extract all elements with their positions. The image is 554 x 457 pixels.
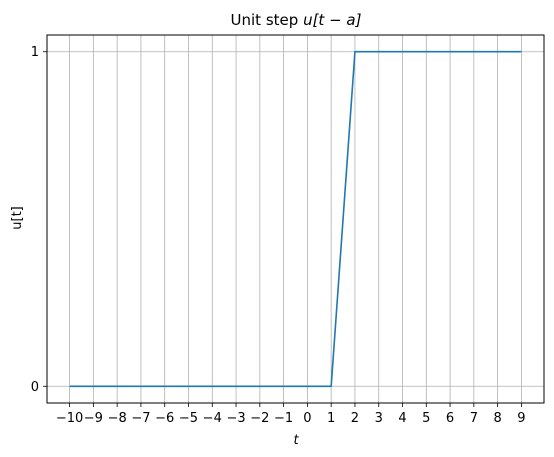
axis-ticks: −10 −9 −8 −7 −6 −5 −4 −3 −2 −1 0 1 2 3 4 5 6 7 8 901	[31, 45, 526, 426]
series-layer	[69, 50, 522, 388]
x-tick-label: −8	[108, 411, 127, 426]
x-tick-label: −1	[274, 411, 293, 426]
x-tick-label: 2	[351, 411, 359, 426]
plot-frame	[46, 34, 545, 404]
x-tick-label: 8	[493, 411, 501, 426]
x-tick-label: 7	[470, 411, 478, 426]
chart-title: Unit step u[t − a]	[231, 11, 362, 29]
x-tick-label: 1	[327, 411, 335, 426]
series-line	[69, 50, 522, 388]
x-tick-label: −10	[56, 411, 83, 426]
x-tick-label: −5	[179, 411, 198, 426]
x-tick-label: 3	[375, 411, 383, 426]
x-tick-label: −4	[203, 411, 222, 426]
x-tick-label: 6	[446, 411, 454, 426]
y-tick-label: 1	[31, 45, 39, 60]
y-tick-label: 0	[31, 380, 39, 395]
chart-title-math: u[t − a]	[303, 11, 362, 29]
x-axis-label: t	[293, 433, 299, 448]
x-tick-label: 5	[422, 411, 430, 426]
chart-title-text: Unit step	[231, 11, 304, 29]
x-tick-label: 0	[303, 411, 311, 426]
x-tick-label: 4	[398, 411, 406, 426]
x-tick-label: −7	[131, 411, 150, 426]
grid-lines	[47, 35, 544, 403]
y-axis-label: u[t]	[10, 206, 25, 229]
x-tick-label: 9	[517, 411, 525, 426]
x-tick-label: −3	[226, 411, 245, 426]
x-tick-label: −6	[155, 411, 174, 426]
x-tick-label: −2	[250, 411, 269, 426]
x-tick-label: −9	[84, 411, 103, 426]
